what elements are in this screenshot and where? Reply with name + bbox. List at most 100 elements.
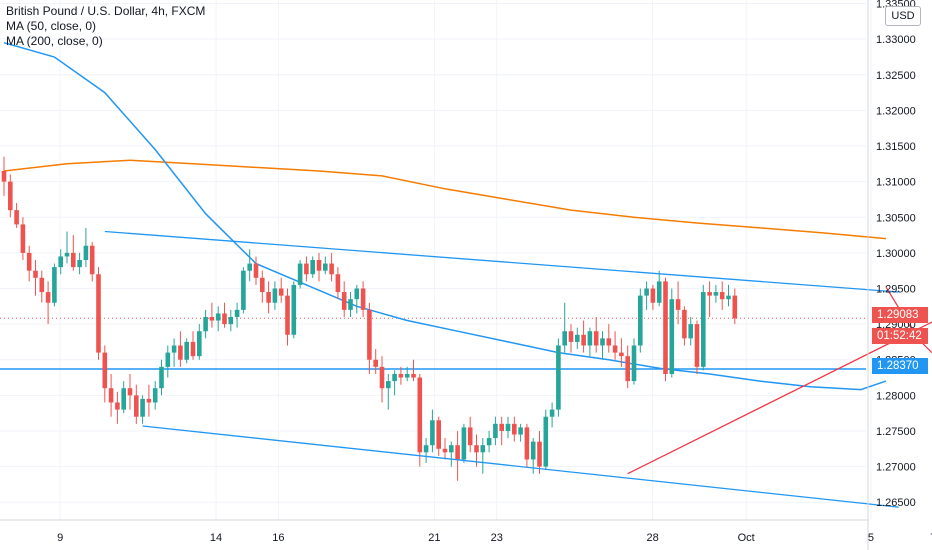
candle-body [52, 267, 57, 303]
y-tick-label: 1.33500 [876, 0, 916, 11]
candle-body [323, 263, 328, 271]
candle-body [329, 263, 334, 275]
candle [575, 327, 580, 350]
candle [499, 416, 504, 446]
x-tick-label: 23 [491, 532, 503, 544]
candle [253, 256, 259, 285]
candle-body [266, 292, 271, 303]
candle-body [1, 170, 7, 182]
candle-body [20, 224, 26, 253]
candle-body [575, 334, 580, 342]
candle [455, 430, 460, 481]
candle [612, 331, 618, 360]
candle-body [335, 274, 341, 293]
ma50-legend[interactable]: MA (50, close, 0) [6, 19, 97, 33]
candle-body [184, 341, 189, 360]
candle-body [581, 334, 586, 346]
candle-body [682, 309, 687, 339]
candle [1, 156, 7, 196]
candle-body [140, 398, 145, 417]
x-tick-label: 7 [930, 532, 932, 544]
candle-body [411, 373, 416, 378]
candle-body [619, 352, 624, 357]
candle [335, 267, 341, 300]
candle [650, 284, 656, 310]
y-tick-label: 1.27500 [876, 426, 916, 438]
candle [178, 331, 183, 367]
ma50-line [3, 41, 887, 391]
candle [146, 384, 152, 417]
candle [96, 267, 101, 360]
support-trendline[interactable] [627, 288, 932, 475]
candle [234, 302, 240, 328]
ma200-legend[interactable]: MA (200, close, 0) [6, 34, 103, 48]
candle [411, 359, 416, 382]
candle [291, 281, 297, 339]
candle [549, 402, 555, 428]
candle [688, 316, 693, 346]
candle-body [638, 295, 643, 346]
candle [108, 373, 114, 417]
candle [732, 288, 738, 325]
symbol-title: British Pound / U.S. Dollar, 4h, FXCM [6, 4, 206, 18]
candle [241, 267, 246, 314]
candle-body [701, 292, 706, 367]
candle [638, 288, 643, 353]
candle-body [228, 316, 234, 325]
candle-body [354, 288, 360, 300]
candle [719, 281, 725, 310]
candle [417, 373, 423, 467]
candle-body [253, 263, 259, 278]
candle [121, 381, 126, 414]
candle [102, 345, 108, 403]
candle [304, 256, 309, 282]
candle [310, 256, 315, 278]
candle [537, 430, 542, 474]
candle [71, 235, 76, 271]
candle-body [215, 313, 221, 321]
candle [404, 366, 410, 382]
candle [713, 284, 719, 303]
candle-body [417, 377, 423, 453]
x-tick-label: Oct [738, 532, 755, 544]
candle [423, 438, 429, 464]
candle-body [732, 295, 738, 319]
candle [197, 324, 202, 360]
candle-body [530, 441, 536, 460]
candle [297, 260, 303, 289]
candle-body [304, 263, 309, 275]
candle-body [121, 388, 126, 410]
candle-body [707, 292, 712, 296]
y-tick-label: 1.31500 [876, 141, 916, 153]
candle [190, 331, 196, 360]
candle-body [360, 288, 366, 310]
candle-body [467, 427, 473, 446]
candle [285, 288, 290, 346]
candle [568, 324, 574, 353]
candle-body [108, 388, 114, 403]
candle-body [134, 395, 139, 417]
candle [543, 409, 549, 471]
candle [694, 320, 700, 374]
candle-body [209, 316, 215, 321]
candle-body [373, 359, 378, 367]
current-price-tag: 1.29083 [872, 307, 928, 323]
lower-channel-trendline[interactable] [142, 425, 899, 508]
candle-body [146, 398, 152, 403]
candle [486, 430, 492, 453]
currency-button[interactable]: USD [885, 6, 921, 26]
candle-body [392, 373, 397, 382]
candle-body [663, 281, 668, 374]
candle-body [14, 210, 19, 225]
candle [266, 281, 271, 314]
candle-body [247, 263, 252, 271]
candle-body [83, 245, 89, 260]
y-tick-label: 1.27000 [876, 462, 916, 474]
candle [354, 284, 360, 314]
upper-channel-trendline[interactable] [104, 230, 899, 293]
candle-body [543, 416, 549, 467]
candle-body [675, 299, 681, 310]
candle-body [297, 263, 303, 285]
chart-legend: British Pound / U.S. Dollar, 4h, FXCM MA… [6, 4, 205, 49]
